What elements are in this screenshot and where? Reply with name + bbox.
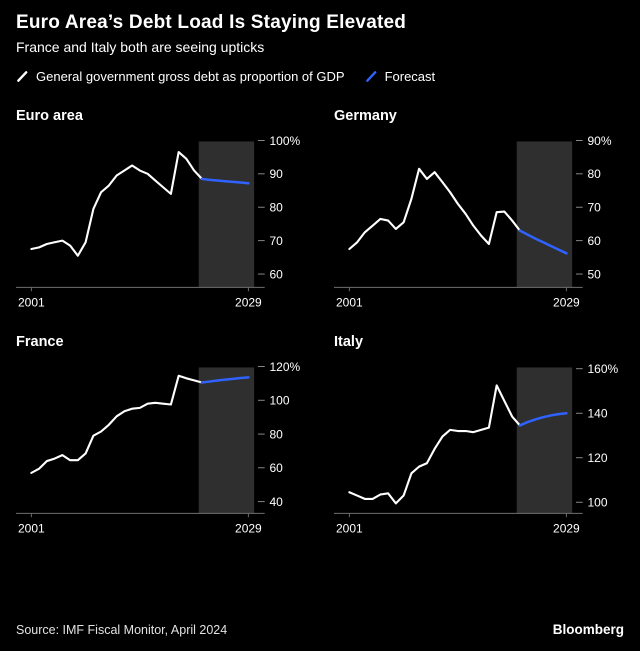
- y-tick-label: 140: [588, 407, 608, 421]
- chart-title-euro-area: Euro area: [16, 108, 83, 124]
- y-tick-label: 120: [588, 451, 608, 465]
- x-tick-label: 2001: [18, 522, 45, 536]
- y-tick-label: 90: [270, 167, 284, 181]
- bloomberg-logo: Bloomberg: [552, 622, 624, 637]
- y-tick-label: 80: [588, 167, 602, 181]
- forecast-band: [516, 141, 573, 288]
- x-tick-label: 2001: [18, 296, 45, 310]
- y-tick-label: 100: [588, 496, 608, 510]
- history-line: [30, 374, 203, 475]
- y-tick-label: 60: [270, 461, 284, 475]
- euro-area-chart: 60 70 80 90 100% 2001 2029: [16, 134, 301, 310]
- legend-label-debt: General government gross debt as proport…: [36, 69, 345, 84]
- forecast-line: [518, 229, 568, 255]
- forecast-line: [200, 177, 250, 185]
- chart-title-germany: Germany: [334, 108, 397, 124]
- x-tick-label: 2001: [336, 522, 363, 536]
- y-tick-label: 60: [270, 267, 284, 281]
- y-tick-label: 70: [588, 201, 602, 215]
- page-title: Euro Area’s Debt Load Is Staying Elevate…: [16, 12, 407, 33]
- legend: General government gross debt as proport…: [16, 69, 624, 84]
- charts-grid: Euro area 60 70 80 90 100% 2001 2029 Germany 5…: [16, 92, 624, 544]
- y-tick-label: 90%: [588, 134, 612, 148]
- forecast-band: [198, 367, 255, 514]
- france-chart: 40 60 80 100 120% 2001 2029: [16, 360, 301, 536]
- y-tick-label: 100%: [270, 134, 301, 148]
- x-tick-label: 2029: [553, 296, 580, 310]
- forecast-line: [200, 376, 250, 384]
- history-line: [348, 384, 521, 505]
- legend-label-forecast: Forecast: [384, 69, 436, 84]
- history-line: [30, 151, 203, 257]
- forecast-band: [516, 367, 573, 514]
- legend-item-debt: General government gross debt as proport…: [16, 69, 345, 84]
- forecast-band: [198, 141, 255, 288]
- forecast-line: [518, 412, 568, 427]
- chart-cell-euro-area: Euro area 60 70 80 90 100% 2001 2029: [16, 92, 306, 318]
- x-tick-label: 2029: [553, 522, 580, 536]
- italy-chart: 100 120 140 160% 2001 2029: [334, 362, 619, 536]
- chart-cell-germany: Germany 50 60 70 80 90% 2001 2029: [334, 92, 624, 318]
- y-tick-label: 40: [270, 495, 284, 509]
- x-tick-label: 2029: [235, 296, 262, 310]
- x-tick-label: 2029: [235, 522, 262, 536]
- page-subtitle: France and Italy both are seeing upticks: [16, 39, 265, 55]
- header: Euro Area’s Debt Load Is Staying Elevate…: [16, 12, 624, 84]
- y-tick-label: 120%: [270, 360, 301, 374]
- debt-line-mark-icon: [17, 71, 28, 82]
- legend-item-forecast: Forecast: [365, 69, 436, 84]
- germany-chart: 50 60 70 80 90% 2001 2029: [334, 134, 612, 310]
- y-tick-label: 100: [270, 394, 290, 408]
- y-tick-label: 70: [270, 234, 284, 248]
- y-tick-label: 80: [270, 201, 284, 215]
- x-tick-label: 2001: [336, 296, 363, 310]
- chart-cell-france: France 40 60 80 100 120% 2001 2029: [16, 318, 306, 544]
- source-note: Source: IMF Fiscal Monitor, April 2024: [16, 623, 228, 637]
- footer: Source: IMF Fiscal Monitor, April 2024 B…: [16, 622, 624, 637]
- y-tick-label: 80: [270, 428, 284, 442]
- y-tick-label: 160%: [588, 362, 619, 376]
- y-tick-label: 50: [588, 267, 602, 281]
- chart-cell-italy: Italy 100 120 140 160% 2001 2029: [334, 318, 624, 544]
- y-tick-label: 60: [588, 234, 602, 248]
- chart-title-france: France: [16, 334, 64, 351]
- chart-title-italy: Italy: [334, 334, 364, 351]
- history-line: [348, 167, 521, 251]
- forecast-line-mark-icon: [365, 71, 376, 82]
